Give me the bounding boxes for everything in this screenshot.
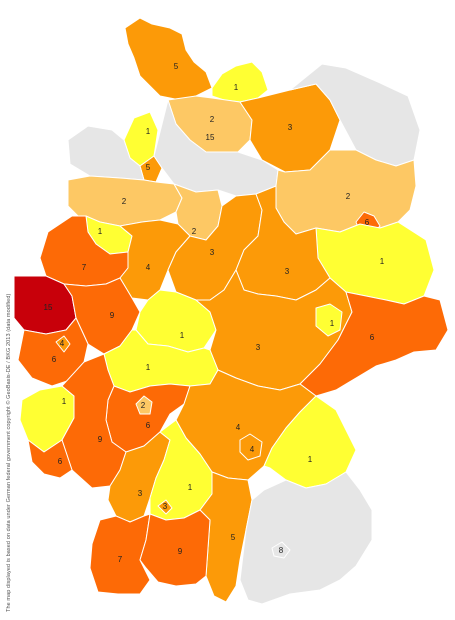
region-value-label: 6 <box>146 421 151 430</box>
region-value-label: 1 <box>98 227 103 236</box>
region-value-label: 6 <box>370 333 375 342</box>
region-value-label: 5 <box>231 533 236 542</box>
region-value-label: 1 <box>180 331 185 340</box>
region-sh-north <box>124 17 213 101</box>
regions-layer <box>13 17 449 605</box>
region-value-label: 1 <box>146 127 151 136</box>
region-ostfriesland <box>67 125 145 181</box>
region-value-label: 1 <box>330 319 335 328</box>
region-value-label: 7 <box>82 263 87 272</box>
region-value-label: 15 <box>206 133 215 142</box>
region-schwaben-south <box>139 509 211 587</box>
region-sachsen <box>299 291 449 397</box>
region-value-label: 1 <box>146 363 151 372</box>
region-value-label: 3 <box>163 502 168 511</box>
region-stuttgart-city <box>157 499 173 515</box>
region-value-label: 3 <box>256 343 261 352</box>
region-value-label: 1 <box>308 455 313 464</box>
region-trier-pocket <box>55 335 71 353</box>
region-muenchen <box>271 541 291 559</box>
region-value-label: 9 <box>178 547 183 556</box>
region-value-label: 1 <box>380 257 385 266</box>
region-value-label: 6 <box>365 218 370 227</box>
region-value-label: 9 <box>110 311 115 320</box>
region-value-label: 2 <box>192 227 197 236</box>
region-leipzig <box>315 303 343 337</box>
region-value-label: 8 <box>279 546 284 555</box>
region-value-label: 5 <box>146 163 151 172</box>
region-value-label: 6 <box>52 355 57 364</box>
region-value-label: 5 <box>174 62 179 71</box>
region-nuernberg <box>239 433 263 461</box>
region-value-label: 2 <box>122 197 127 206</box>
region-value-label: 4 <box>60 339 65 348</box>
region-baden-south <box>89 513 151 595</box>
attribution-text: The map displayed is based on data under… <box>6 293 12 612</box>
region-value-label: 4 <box>250 445 255 454</box>
region-value-label: 3 <box>138 489 143 498</box>
region-value-label: 4 <box>146 263 151 272</box>
region-value-label: 2 <box>210 115 215 124</box>
region-value-label: 1 <box>62 397 67 406</box>
region-value-label: 7 <box>118 555 123 564</box>
region-value-label: 15 <box>44 303 53 312</box>
region-value-label: 3 <box>210 248 215 257</box>
region-nordwestmecklenburg <box>211 61 269 103</box>
region-value-label: 3 <box>285 267 290 276</box>
region-value-label: 3 <box>288 123 293 132</box>
region-oberbayern <box>239 471 373 605</box>
region-value-label: 1 <box>234 83 239 92</box>
region-value-label: 4 <box>236 423 241 432</box>
region-value-label: 9 <box>98 435 103 444</box>
region-frankfurt <box>135 395 153 415</box>
region-value-label: 6 <box>58 457 63 466</box>
region-value-label: 1 <box>188 483 193 492</box>
region-value-label: 2 <box>141 401 146 410</box>
region-value-label: 2 <box>346 192 351 201</box>
region-saarbruecken <box>27 439 73 479</box>
